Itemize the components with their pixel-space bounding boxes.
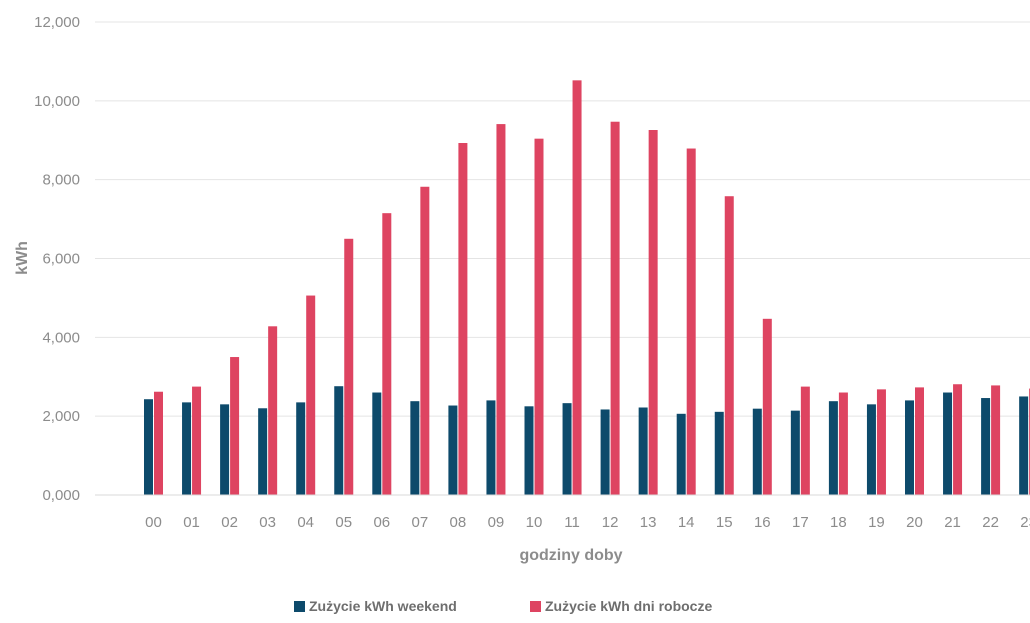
bar-weekend-23 [1019,396,1029,495]
bar-workdays-19 [876,389,886,495]
y-axis-tick-labels: 0,000 2,000 4,000 6,000 8,000 10,000 12,000 [34,14,80,504]
x-tick-label: 23 [1020,514,1030,531]
x-tick-label: 04 [297,514,314,531]
x-tick-label: 20 [906,514,923,531]
y-tick-label: 10,000 [34,93,80,110]
x-tick-label: 05 [335,514,352,531]
bar-workdays-08 [458,143,468,495]
bar-weekend-19 [866,404,876,495]
bar-weekend-13 [638,407,648,495]
y-tick-label: 6,000 [42,251,80,268]
bar-weekend-06 [372,392,382,495]
bar-weekend-02 [220,404,230,495]
x-tick-label: 10 [526,514,543,531]
x-tick-label: 11 [564,514,580,531]
bar-weekend-08 [448,405,458,495]
bar-weekend-09 [486,400,496,495]
y-tick-label: 12,000 [34,14,80,31]
bar-workdays-22 [991,385,1001,495]
bar-weekend-11 [562,403,572,495]
x-tick-label: 13 [640,514,657,531]
bar-workdays-16 [762,318,772,495]
x-tick-label: 17 [792,514,809,531]
bar-weekend-21 [943,392,953,495]
x-tick-label: 03 [259,514,276,531]
x-tick-label: 08 [450,514,467,531]
bar-workdays-10 [534,138,544,496]
bar-weekend-10 [524,406,534,495]
bar-weekend-14 [676,413,686,495]
bar-workdays-12 [610,121,620,495]
bar-workdays-17 [800,386,810,495]
x-tick-label: 14 [678,514,695,531]
legend-swatch-workdays [530,601,541,612]
bar-weekend-12 [600,409,610,495]
bar-weekend-16 [752,408,762,495]
bar-workdays-06 [382,213,392,496]
bar-weekend-01 [182,402,192,495]
bar-workdays-20 [915,387,924,495]
legend-label-workdays: Zużycie kWh dni robocze [545,598,712,614]
bar-workdays-18 [838,392,848,495]
bar-workdays-00 [154,391,163,495]
x-tick-label: 16 [754,514,771,531]
legend-label-weekend: Zużycie kWh weekend [309,598,457,614]
x-tick-label: 01 [183,514,200,531]
bar-workdays-14 [686,148,696,495]
bar-weekend-18 [828,401,838,495]
bar-workdays-21 [953,384,963,495]
x-tick-label: 12 [602,514,619,531]
y-axis-title: kWh [14,241,31,275]
bar-weekend-05 [334,386,344,495]
bar-weekend-15 [714,411,724,495]
x-tick-label: 09 [488,514,505,531]
x-tick-label: 19 [868,514,885,531]
bar-weekend-17 [790,410,800,495]
x-tick-label: 15 [716,514,733,531]
x-tick-label: 21 [944,514,961,531]
x-axis-title: godziny doby [519,547,622,564]
bars [144,80,1030,496]
x-tick-label: 18 [830,514,847,531]
legend: Zużycie kWh weekend Zużycie kWh dni robo… [294,598,712,614]
bar-workdays-07 [420,186,430,495]
bar-workdays-13 [648,130,658,495]
y-tick-label: 8,000 [42,172,80,189]
y-tick-label: 2,000 [42,408,80,425]
bar-workdays-15 [724,196,734,495]
x-tick-label: 22 [982,514,999,531]
y-tick-label: 0,000 [42,487,80,504]
bar-workdays-01 [192,386,202,495]
bar-workdays-09 [496,124,506,495]
x-tick-label: 00 [145,514,162,531]
bar-weekend-22 [981,398,991,495]
x-tick-label: 06 [373,514,390,531]
x-tick-label: 07 [412,514,429,531]
x-tick-label: 02 [221,514,238,531]
bar-workdays-11 [572,80,582,495]
bar-workdays-04 [306,295,316,495]
bar-workdays-05 [344,238,354,496]
y-tick-label: 4,000 [42,329,80,346]
bar-weekend-20 [905,400,914,495]
bar-weekend-03 [258,408,268,495]
legend-swatch-weekend [294,601,305,612]
x-axis-tick-labels: 00 01 02 03 04 05 06 07 08 09 10 11 12 13 14 15 16 17 18 19… [145,514,1030,531]
bar-weekend-07 [410,401,420,495]
bar-workdays-03 [268,326,278,495]
bar-weekend-00 [144,399,153,495]
bar-weekend-04 [296,402,306,495]
bar-workdays-02 [230,357,240,495]
